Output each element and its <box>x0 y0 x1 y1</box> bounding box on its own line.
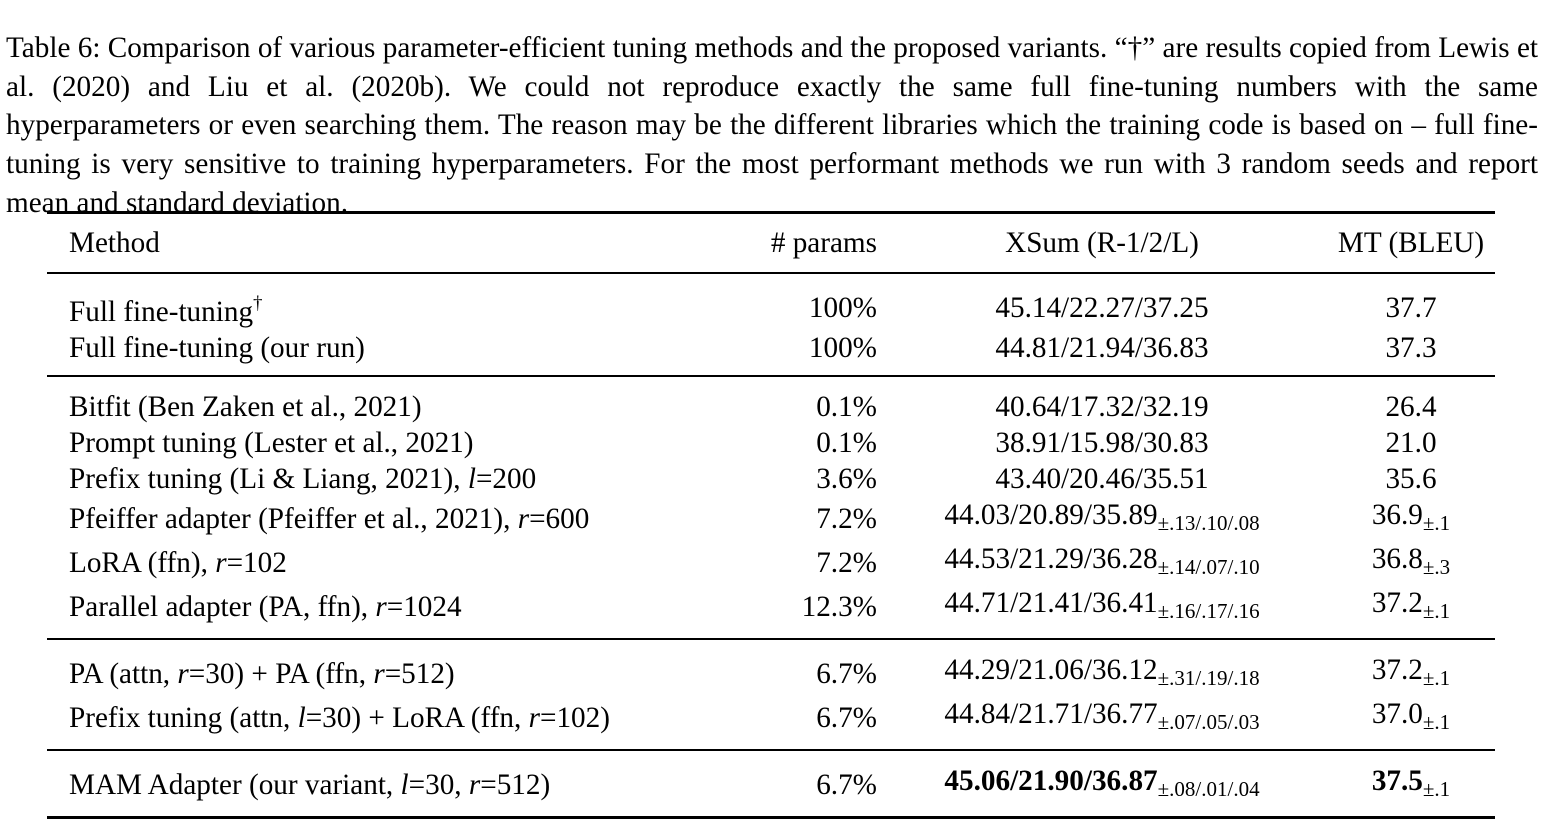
params-cell: 0.1% <box>709 375 877 425</box>
table-row: Pfeiffer adapter (Pfeiffer et al., 2021)… <box>47 497 1495 541</box>
method-cell: MAM Adapter (our variant, l=30, r=512) <box>47 749 709 819</box>
xsum-cell: 38.91/15.98/30.83 <box>995 427 1209 459</box>
table-row: Bitfit (Ben Zaken et al., 2021) 0.1% 40.… <box>47 375 1495 425</box>
params-cell: 6.7% <box>816 702 877 734</box>
params-cell: 6.7% <box>709 749 877 819</box>
method-cell: Prefix tuning (attn, l=30) + LoRA (ffn, … <box>69 702 610 734</box>
mt-cell: 37.2±.1 <box>1371 587 1451 623</box>
xsum-cell: 45.14/22.27/37.25 <box>877 272 1327 330</box>
std-dev: ±.1 <box>1422 710 1451 734</box>
mt-cell: 36.9±.1 <box>1371 499 1451 535</box>
params-cell: 6.7% <box>709 638 877 696</box>
params-cell: 100% <box>808 332 877 364</box>
method-cell: PA (attn, r=30) + PA (ffn, r=512) <box>47 638 709 696</box>
std-dev: ±.07/.05/.03 <box>1157 710 1260 734</box>
mt-cell: 26.4 <box>1327 375 1495 425</box>
xsum-cell: 44.03/20.89/35.89±.13/.10/.08 <box>944 499 1260 535</box>
std-dev: ±.1 <box>1422 599 1451 623</box>
params-cell: 7.2% <box>816 547 877 579</box>
mt-cell: 37.5±.1 <box>1327 749 1495 819</box>
header-method: Method <box>47 211 709 273</box>
mt-cell: 37.2±.1 <box>1327 638 1495 696</box>
method-cell: Prompt tuning (Lester et al., 2021) <box>69 427 474 459</box>
params-cell: 7.2% <box>816 503 877 535</box>
table-row: Prefix tuning (Li & Liang, 2021), l=200 … <box>47 461 1495 497</box>
mt-cell: 37.3 <box>1385 332 1437 364</box>
std-dev: ±.16/.17/.16 <box>1157 599 1260 623</box>
xsum-cell: 43.40/20.46/35.51 <box>995 463 1209 495</box>
method-cell: Full fine-tuning† <box>47 272 709 330</box>
std-dev: ±.13/.10/.08 <box>1157 511 1260 535</box>
table-row-mam-adapter: MAM Adapter (our variant, l=30, r=512) 6… <box>47 749 1495 819</box>
std-dev: ±.1 <box>1422 666 1451 690</box>
std-dev: ±.14/.07/.10 <box>1157 555 1260 579</box>
xsum-cell: 40.64/17.32/32.19 <box>877 375 1327 425</box>
best-score: 45.06/21.90/36.87 <box>944 765 1158 797</box>
params-cell: 0.1% <box>816 427 877 459</box>
table-row: LoRA (ffn), r=102 7.2% 44.53/21.29/36.28… <box>47 541 1495 585</box>
table-row: Prompt tuning (Lester et al., 2021) 0.1%… <box>47 425 1495 461</box>
std-dev: ±.08/.01/.04 <box>1157 777 1260 801</box>
xsum-cell: 44.84/21.71/36.77±.07/.05/.03 <box>944 698 1260 734</box>
header-mt: MT (BLEU) <box>1327 211 1495 273</box>
results-table: Method # params XSum (R-1/2/L) MT (BLEU)… <box>47 211 1495 819</box>
mt-cell: 36.8±.3 <box>1371 543 1451 579</box>
table-row: PA (attn, r=30) + PA (ffn, r=512) 6.7% 4… <box>47 638 1495 696</box>
header-row: Method # params XSum (R-1/2/L) MT (BLEU) <box>47 211 1495 273</box>
xsum-cell: 44.71/21.41/36.41±.16/.17/.16 <box>944 587 1260 623</box>
method-cell: Full fine-tuning (our run) <box>69 332 365 364</box>
std-dev: ±.31/.19/.18 <box>1157 666 1260 690</box>
xsum-cell: 44.53/21.29/36.28±.14/.07/.10 <box>944 543 1260 579</box>
header-params: # params <box>709 211 877 273</box>
table-row: Full fine-tuning† 100% 45.14/22.27/37.25… <box>47 272 1495 330</box>
std-dev: ±.1 <box>1422 777 1451 801</box>
mt-cell: 37.7 <box>1327 272 1495 330</box>
header-xsum: XSum (R-1/2/L) <box>877 211 1327 273</box>
mt-cell: 35.6 <box>1385 463 1437 495</box>
params-cell: 12.3% <box>801 591 877 623</box>
table-row: Parallel adapter (PA, ffn), r=1024 12.3%… <box>47 585 1495 639</box>
std-dev: ±.1 <box>1422 511 1451 535</box>
table-row: Prefix tuning (attn, l=30) + LoRA (ffn, … <box>47 696 1495 750</box>
method-cell: Parallel adapter (PA, ffn), r=1024 <box>69 591 462 623</box>
params-cell: 100% <box>709 272 877 330</box>
method-cell: Pfeiffer adapter (Pfeiffer et al., 2021)… <box>69 503 590 535</box>
method-cell: LoRA (ffn), r=102 <box>69 547 287 579</box>
xsum-cell: 44.29/21.06/36.12±.31/.19/.18 <box>877 638 1327 696</box>
dagger-mark: † <box>253 293 263 314</box>
params-cell: 3.6% <box>816 463 877 495</box>
caption-label: Table 6: <box>6 32 101 65</box>
caption-text: Comparison of various parameter-efficien… <box>6 32 1539 219</box>
mt-cell: 37.0±.1 <box>1371 698 1451 734</box>
table-caption: Table 6: Comparison of various parameter… <box>6 29 1538 222</box>
best-score: 37.5 <box>1371 765 1423 797</box>
mt-cell: 21.0 <box>1385 427 1437 459</box>
method-cell: Prefix tuning (Li & Liang, 2021), l=200 <box>69 463 537 495</box>
xsum-cell: 45.06/21.90/36.87±.08/.01/.04 <box>877 749 1327 819</box>
table-row: Full fine-tuning (our run) 100% 44.81/21… <box>47 330 1495 376</box>
method-cell: Bitfit (Ben Zaken et al., 2021) <box>47 375 709 425</box>
xsum-cell: 44.81/21.94/36.83 <box>995 332 1209 364</box>
std-dev: ±.3 <box>1422 555 1451 579</box>
